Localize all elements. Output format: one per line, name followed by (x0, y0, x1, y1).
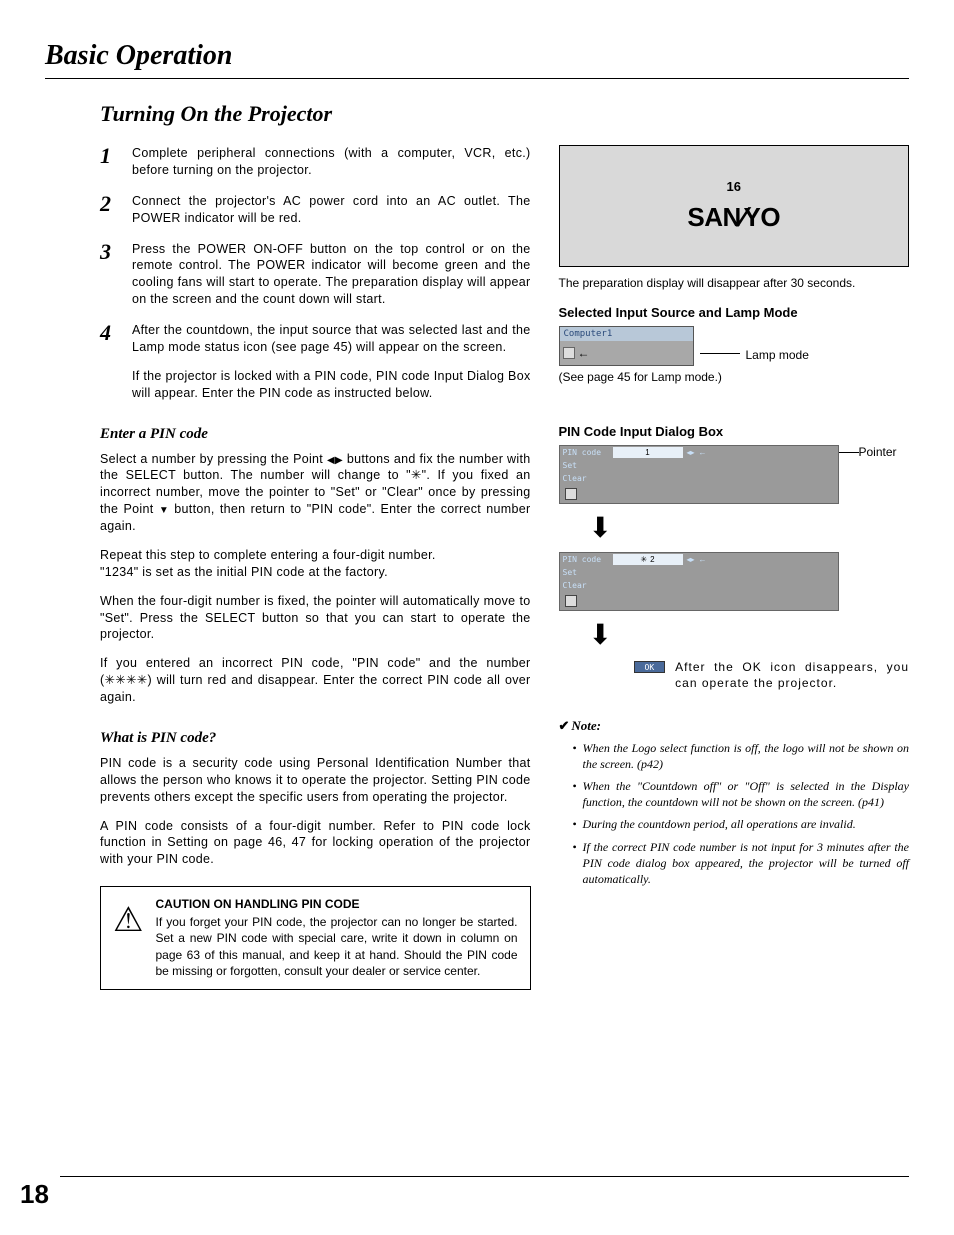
step-number: 3 (100, 241, 118, 309)
source-panel: Computer1 ← (559, 326, 694, 366)
enter-pin-p3: "1234" is set as the initial PIN code at… (100, 564, 531, 581)
pin-row-clear: Clear (563, 474, 613, 483)
pin-dialog-2: PIN code ✳ 2 ◂▸ ← Set Clear (559, 552, 839, 611)
ok-row: OK After the OK icon disappears, you can… (559, 659, 910, 691)
warning-icon: ⚠ (113, 903, 143, 979)
quit-icon (565, 595, 577, 607)
preparation-display: 16 SAN/YO (559, 145, 910, 267)
pin-dialog-1: PIN code 1 ◂▸ ← Set Clear (559, 445, 839, 504)
section-title: Turning On the Projector (100, 101, 909, 127)
point-down-icon: ▼ (159, 504, 169, 518)
brand-part: YO (744, 202, 781, 232)
enter-pin-heading: Enter a PIN code (100, 426, 531, 443)
pin-row-clear: Clear (563, 581, 613, 590)
step-text: Complete peripheral connections (with a … (132, 145, 531, 179)
note-item: If the correct PIN code number is not in… (573, 839, 910, 888)
ok-badge: OK (634, 661, 666, 673)
step-number: 2 (100, 193, 118, 227)
pin-row-set: Set (563, 461, 613, 470)
pin-digit: ✳ (640, 555, 647, 564)
countdown-number: 16 (727, 179, 741, 194)
text: Select a number by pressing the Point (100, 452, 327, 466)
step-number: 1 (100, 145, 118, 179)
step-text: Connect the projector's AC power cord in… (132, 193, 531, 227)
lamp-icon (563, 347, 575, 359)
enter-pin-p5: If you entered an incorrect PIN code, "P… (100, 655, 531, 706)
pin-diagram: PIN code 1 ◂▸ ← Set Clear Pointer ⬇ PIN … (559, 445, 910, 691)
pin-digit: 2 (650, 555, 654, 564)
source-heading: Selected Input Source and Lamp Mode (559, 305, 910, 320)
step-3: 3 Press the POWER ON-OFF button on the t… (100, 241, 531, 309)
point-left-icon: ◀ (327, 454, 335, 468)
brand-logo: SAN/YO (687, 202, 780, 233)
enter-pin-p2: Repeat this step to complete entering a … (100, 547, 531, 564)
right-column: 16 SAN/YO The preparation display will d… (559, 145, 910, 990)
note-item: When the "Countdown off" or "Off" is sel… (573, 778, 910, 810)
caution-title: CAUTION ON HANDLING PIN CODE (155, 897, 517, 911)
caution-text: If you forget your PIN code, the project… (155, 914, 517, 979)
note-list: When the Logo select function is off, th… (559, 740, 910, 888)
lamp-mode-diagram: Computer1 ← Lamp mode (559, 326, 910, 366)
note-item: During the countdown period, all operati… (573, 816, 910, 832)
pin-row-code: PIN code (563, 555, 613, 564)
pin-row-set: Set (563, 568, 613, 577)
lamp-see-ref: (See page 45 for Lamp mode.) (559, 370, 910, 384)
step-extra: If the projector is locked with a PIN co… (132, 368, 531, 402)
page-number: 18 (20, 1179, 49, 1210)
step-2: 2 Connect the projector's AC power cord … (100, 193, 531, 227)
prep-caption: The preparation display will disappear a… (559, 275, 910, 291)
step-text: After the countdown, the input source th… (132, 322, 531, 356)
ok-caption: After the OK icon disappears, you can op… (675, 659, 909, 691)
quit-icon (565, 488, 577, 500)
enter-pin-p1: Select a number by pressing the Point ◀▶… (100, 451, 531, 535)
what-pin-p1: PIN code is a security code using Person… (100, 755, 531, 806)
step-text: Press the POWER ON-OFF button on the top… (132, 241, 531, 309)
step-number: 4 (100, 322, 118, 402)
pin-dialog-heading: PIN Code Input Dialog Box (559, 424, 910, 439)
arrow-icon: ← (578, 346, 590, 360)
point-right-icon: ▶ (335, 454, 343, 468)
down-arrow-icon: ⬇ (589, 514, 910, 542)
pin-input: 1 (613, 447, 683, 458)
pin-input: ✳ 2 (613, 554, 683, 565)
lamp-mode-label: Lamp mode (746, 348, 809, 362)
note-item: When the Logo select function is off, th… (573, 740, 910, 772)
chapter-title: Basic Operation (45, 40, 909, 79)
caution-box: ⚠ CAUTION ON HANDLING PIN CODE If you fo… (100, 886, 531, 990)
pointer-label: Pointer (859, 445, 897, 459)
nav-icon: ◂▸ (687, 555, 695, 564)
what-pin-heading: What is PIN code? (100, 730, 531, 747)
pointer-arrow-icon: ← (699, 448, 707, 457)
step-4: 4 After the countdown, the input source … (100, 322, 531, 402)
note-heading: Note: (559, 718, 910, 734)
down-arrow-icon: ⬇ (589, 621, 910, 649)
footer-rule (60, 1176, 909, 1177)
step-1: 1 Complete peripheral connections (with … (100, 145, 531, 179)
pointer-arrow-icon: ← (699, 555, 707, 564)
pin-digit: 1 (645, 448, 649, 457)
enter-pin-p4: When the four-digit number is fixed, the… (100, 593, 531, 644)
left-column: 1 Complete peripheral connections (with … (100, 145, 531, 990)
nav-icon: ◂▸ (687, 448, 695, 457)
brand-part: SAN (687, 202, 740, 232)
what-pin-p2: A PIN code consists of a four-digit numb… (100, 818, 531, 869)
source-label: Computer1 (560, 327, 693, 341)
pin-row-code: PIN code (563, 448, 613, 457)
